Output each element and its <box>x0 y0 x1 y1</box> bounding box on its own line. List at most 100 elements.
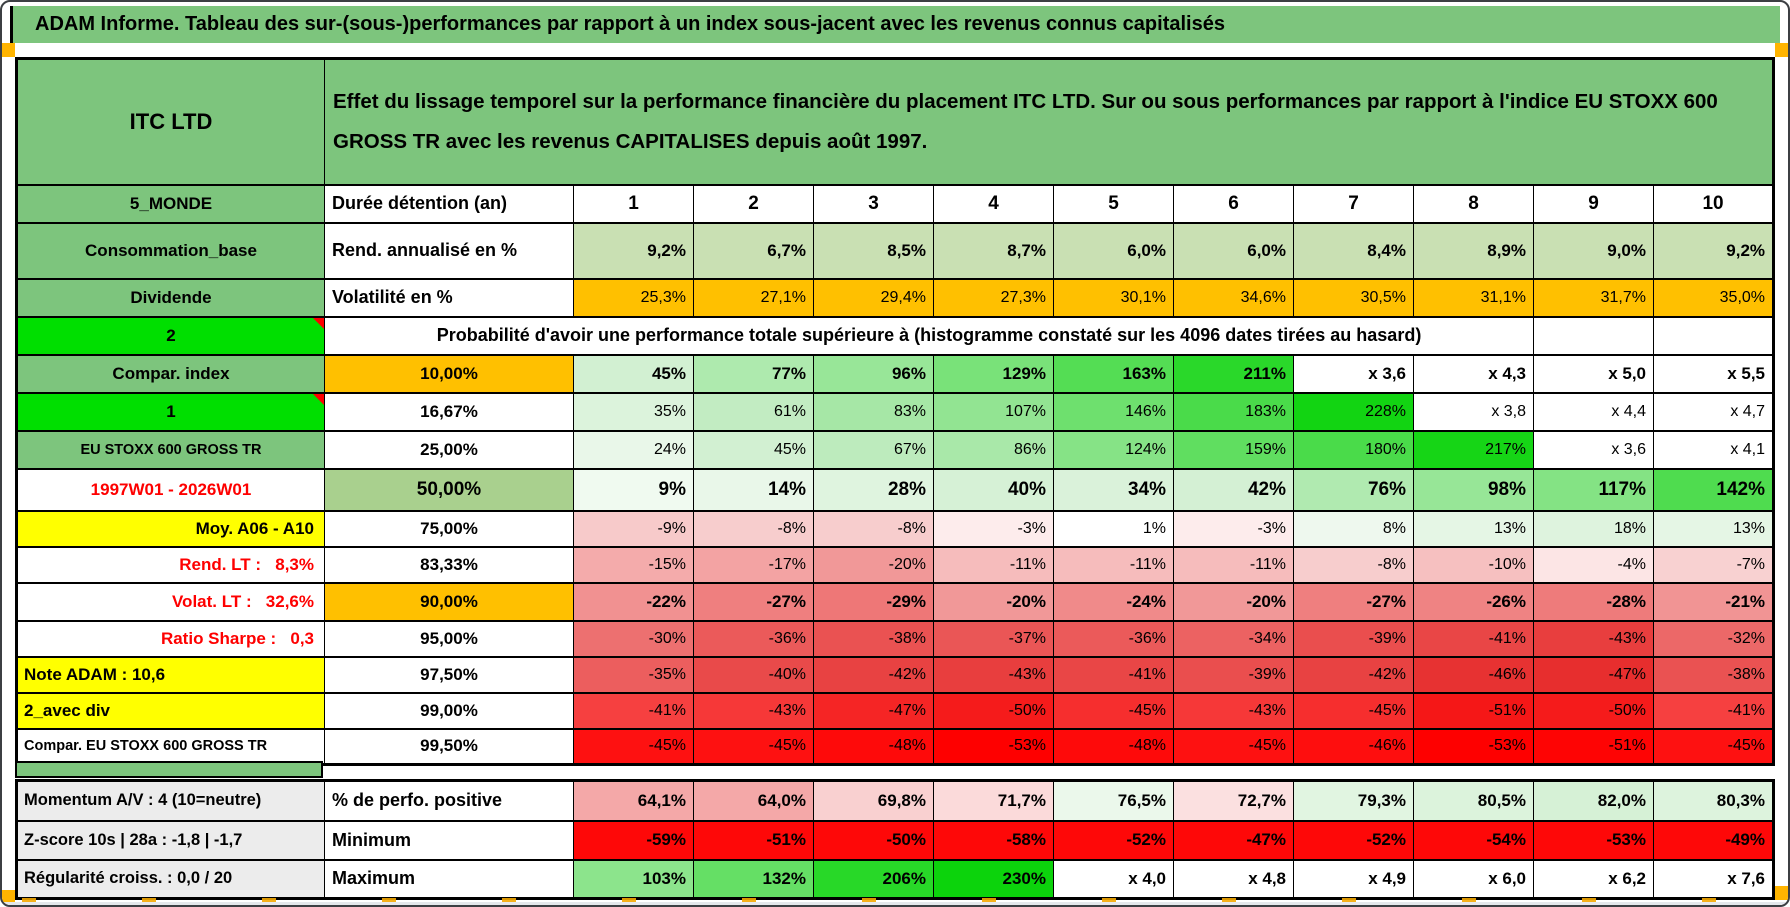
percentile-75-cell-9[interactable]: 13% <box>1413 509 1534 548</box>
percentile-95-cell-10[interactable]: -43% <box>1533 619 1654 658</box>
duration-header-cell-4[interactable]: 3 <box>813 183 934 224</box>
percentile-995-cell-10[interactable]: -51% <box>1533 727 1654 766</box>
percentile-995-cell-6[interactable]: -48% <box>1053 727 1174 766</box>
maximum-cell-10[interactable]: x 6,2 <box>1533 858 1654 900</box>
median-50-cell-8[interactable]: 76% <box>1293 467 1414 512</box>
median-50-cell-4[interactable]: 28% <box>813 467 934 512</box>
percentile-10-cell-7[interactable]: 211% <box>1173 353 1294 394</box>
annualized-return-cell-7[interactable]: 6,0% <box>1173 221 1294 280</box>
percentile-10-cell-9[interactable]: x 4,3 <box>1413 353 1534 394</box>
percentile-90-cell-8[interactable]: -27% <box>1293 581 1414 622</box>
volatility-cell-3[interactable]: 27,1% <box>693 277 814 318</box>
percentile-95-cell-7[interactable]: -34% <box>1173 619 1294 658</box>
percentile-75-cell-7[interactable]: -3% <box>1173 509 1294 548</box>
volatility-cell-11[interactable]: 35,0% <box>1652 277 1775 318</box>
percentile-8333-cell-4[interactable]: -20% <box>813 545 934 584</box>
positive-performance-cell-0[interactable]: Momentum A/V : 4 (10=neutre) <box>16 779 325 822</box>
maximum-cell-9[interactable]: x 6,0 <box>1413 858 1534 900</box>
median-50-cell-10[interactable]: 117% <box>1533 467 1654 512</box>
table-description[interactable]: Effet du lissage temporel sur la perform… <box>323 57 1775 186</box>
percentile-25-cell-5[interactable]: 86% <box>933 429 1054 470</box>
positive-performance-cell-3[interactable]: 64,0% <box>693 779 814 822</box>
percentile-25-cell-7[interactable]: 159% <box>1173 429 1294 470</box>
percentile-975-cell-0[interactable]: Note ADAM : 10,6 <box>16 655 325 694</box>
percentile-995-cell-4[interactable]: -48% <box>813 727 934 766</box>
annualized-return-cell-6[interactable]: 6,0% <box>1053 221 1174 280</box>
duration-header-cell-8[interactable]: 7 <box>1293 183 1414 224</box>
percentile-975-cell-11[interactable]: -38% <box>1652 655 1775 694</box>
percentile-99-cell-0[interactable]: 2_avec div <box>16 691 325 730</box>
minimum-cell-0[interactable]: Z-score 10s | 28a : -1,8 | -1,7 <box>16 819 325 861</box>
median-50-cell-2[interactable]: 9% <box>573 467 694 512</box>
annualized-return-cell-4[interactable]: 8,5% <box>813 221 934 280</box>
percentile-1667-cell-7[interactable]: 183% <box>1173 391 1294 432</box>
probability-header-cell-3[interactable] <box>1652 315 1775 356</box>
percentile-975-cell-5[interactable]: -43% <box>933 655 1054 694</box>
percentile-975-cell-6[interactable]: -41% <box>1053 655 1174 694</box>
duration-header-cell-5[interactable]: 4 <box>933 183 1054 224</box>
percentile-10-cell-4[interactable]: 96% <box>813 353 934 394</box>
percentile-1667-cell-5[interactable]: 107% <box>933 391 1054 432</box>
percentile-995-cell-7[interactable]: -45% <box>1173 727 1294 766</box>
percentile-75-cell-10[interactable]: 18% <box>1533 509 1654 548</box>
annualized-return-cell-1[interactable]: Rend. annualisé en % <box>324 221 574 280</box>
minimum-cell-10[interactable]: -53% <box>1533 819 1654 861</box>
percentile-975-cell-1[interactable]: 97,50% <box>324 655 574 694</box>
percentile-99-cell-9[interactable]: -51% <box>1413 691 1534 730</box>
percentile-99-cell-1[interactable]: 99,00% <box>324 691 574 730</box>
minimum-cell-4[interactable]: -50% <box>813 819 934 861</box>
percentile-99-cell-8[interactable]: -45% <box>1293 691 1414 730</box>
percentile-99-cell-6[interactable]: -45% <box>1053 691 1174 730</box>
percentile-95-cell-5[interactable]: -37% <box>933 619 1054 658</box>
percentile-8333-cell-1[interactable]: 83,33% <box>324 545 574 584</box>
percentile-25-cell-11[interactable]: x 4,1 <box>1652 429 1775 470</box>
percentile-10-cell-1[interactable]: 10,00% <box>324 353 574 394</box>
positive-performance-cell-4[interactable]: 69,8% <box>813 779 934 822</box>
duration-header-cell-2[interactable]: 1 <box>573 183 694 224</box>
maximum-cell-11[interactable]: x 7,6 <box>1653 858 1774 900</box>
percentile-95-cell-4[interactable]: -38% <box>813 619 934 658</box>
percentile-90-cell-2[interactable]: -22% <box>573 581 694 622</box>
percentile-975-cell-2[interactable]: -35% <box>573 655 694 694</box>
annualized-return-cell-5[interactable]: 8,7% <box>933 221 1054 280</box>
maximum-cell-1[interactable]: Maximum <box>324 858 574 900</box>
maximum-cell-5[interactable]: 230% <box>933 858 1054 900</box>
percentile-1667-cell-9[interactable]: x 3,8 <box>1413 391 1534 432</box>
annualized-return-cell-11[interactable]: 9,2% <box>1652 221 1775 280</box>
percentile-8333-cell-0[interactable]: Rend. LT : 8,3% <box>16 545 325 584</box>
annualized-return-cell-3[interactable]: 6,7% <box>693 221 814 280</box>
percentile-995-cell-0[interactable]: Compar. EU STOXX 600 GROSS TR <box>16 727 325 766</box>
percentile-90-cell-10[interactable]: -28% <box>1533 581 1654 622</box>
percentile-8333-cell-6[interactable]: -11% <box>1053 545 1174 584</box>
percentile-90-cell-0[interactable]: Volat. LT : 32,6% <box>16 581 325 622</box>
volatility-cell-7[interactable]: 34,6% <box>1173 277 1294 318</box>
minimum-cell-2[interactable]: -59% <box>573 819 694 861</box>
percentile-8333-cell-7[interactable]: -11% <box>1173 545 1294 584</box>
percentile-10-cell-2[interactable]: 45% <box>573 353 694 394</box>
percentile-8333-cell-10[interactable]: -4% <box>1533 545 1654 584</box>
percentile-975-cell-10[interactable]: -47% <box>1533 655 1654 694</box>
percentile-8333-cell-8[interactable]: -8% <box>1293 545 1414 584</box>
duration-header-cell-6[interactable]: 5 <box>1053 183 1174 224</box>
percentile-10-cell-8[interactable]: x 3,6 <box>1293 353 1414 394</box>
median-50-cell-3[interactable]: 14% <box>693 467 814 512</box>
percentile-95-cell-2[interactable]: -30% <box>573 619 694 658</box>
percentile-25-cell-1[interactable]: 25,00% <box>324 429 574 470</box>
instrument-name[interactable]: ITC LTD <box>16 57 325 186</box>
duration-header-cell-1[interactable]: Durée détention (an) <box>324 183 574 224</box>
median-50-cell-1[interactable]: 50,00% <box>324 467 574 512</box>
probability-header-cell-1[interactable]: Probabilité d'avoir une performance tota… <box>324 315 1534 356</box>
median-50-cell-0[interactable]: 1997W01 - 2026W01 <box>16 467 325 512</box>
maximum-cell-6[interactable]: x 4,0 <box>1053 858 1174 900</box>
percentile-8333-cell-2[interactable]: -15% <box>573 545 694 584</box>
annualized-return-cell-8[interactable]: 8,4% <box>1293 221 1414 280</box>
percentile-25-cell-4[interactable]: 67% <box>813 429 934 470</box>
percentile-75-cell-5[interactable]: -3% <box>933 509 1054 548</box>
probability-header-cell-2[interactable] <box>1533 315 1654 356</box>
minimum-cell-8[interactable]: -52% <box>1293 819 1414 861</box>
minimum-cell-5[interactable]: -58% <box>933 819 1054 861</box>
percentile-25-cell-2[interactable]: 24% <box>573 429 694 470</box>
duration-header-cell-10[interactable]: 9 <box>1533 183 1654 224</box>
duration-header-cell-11[interactable]: 10 <box>1652 183 1775 224</box>
duration-header-cell-9[interactable]: 8 <box>1413 183 1534 224</box>
